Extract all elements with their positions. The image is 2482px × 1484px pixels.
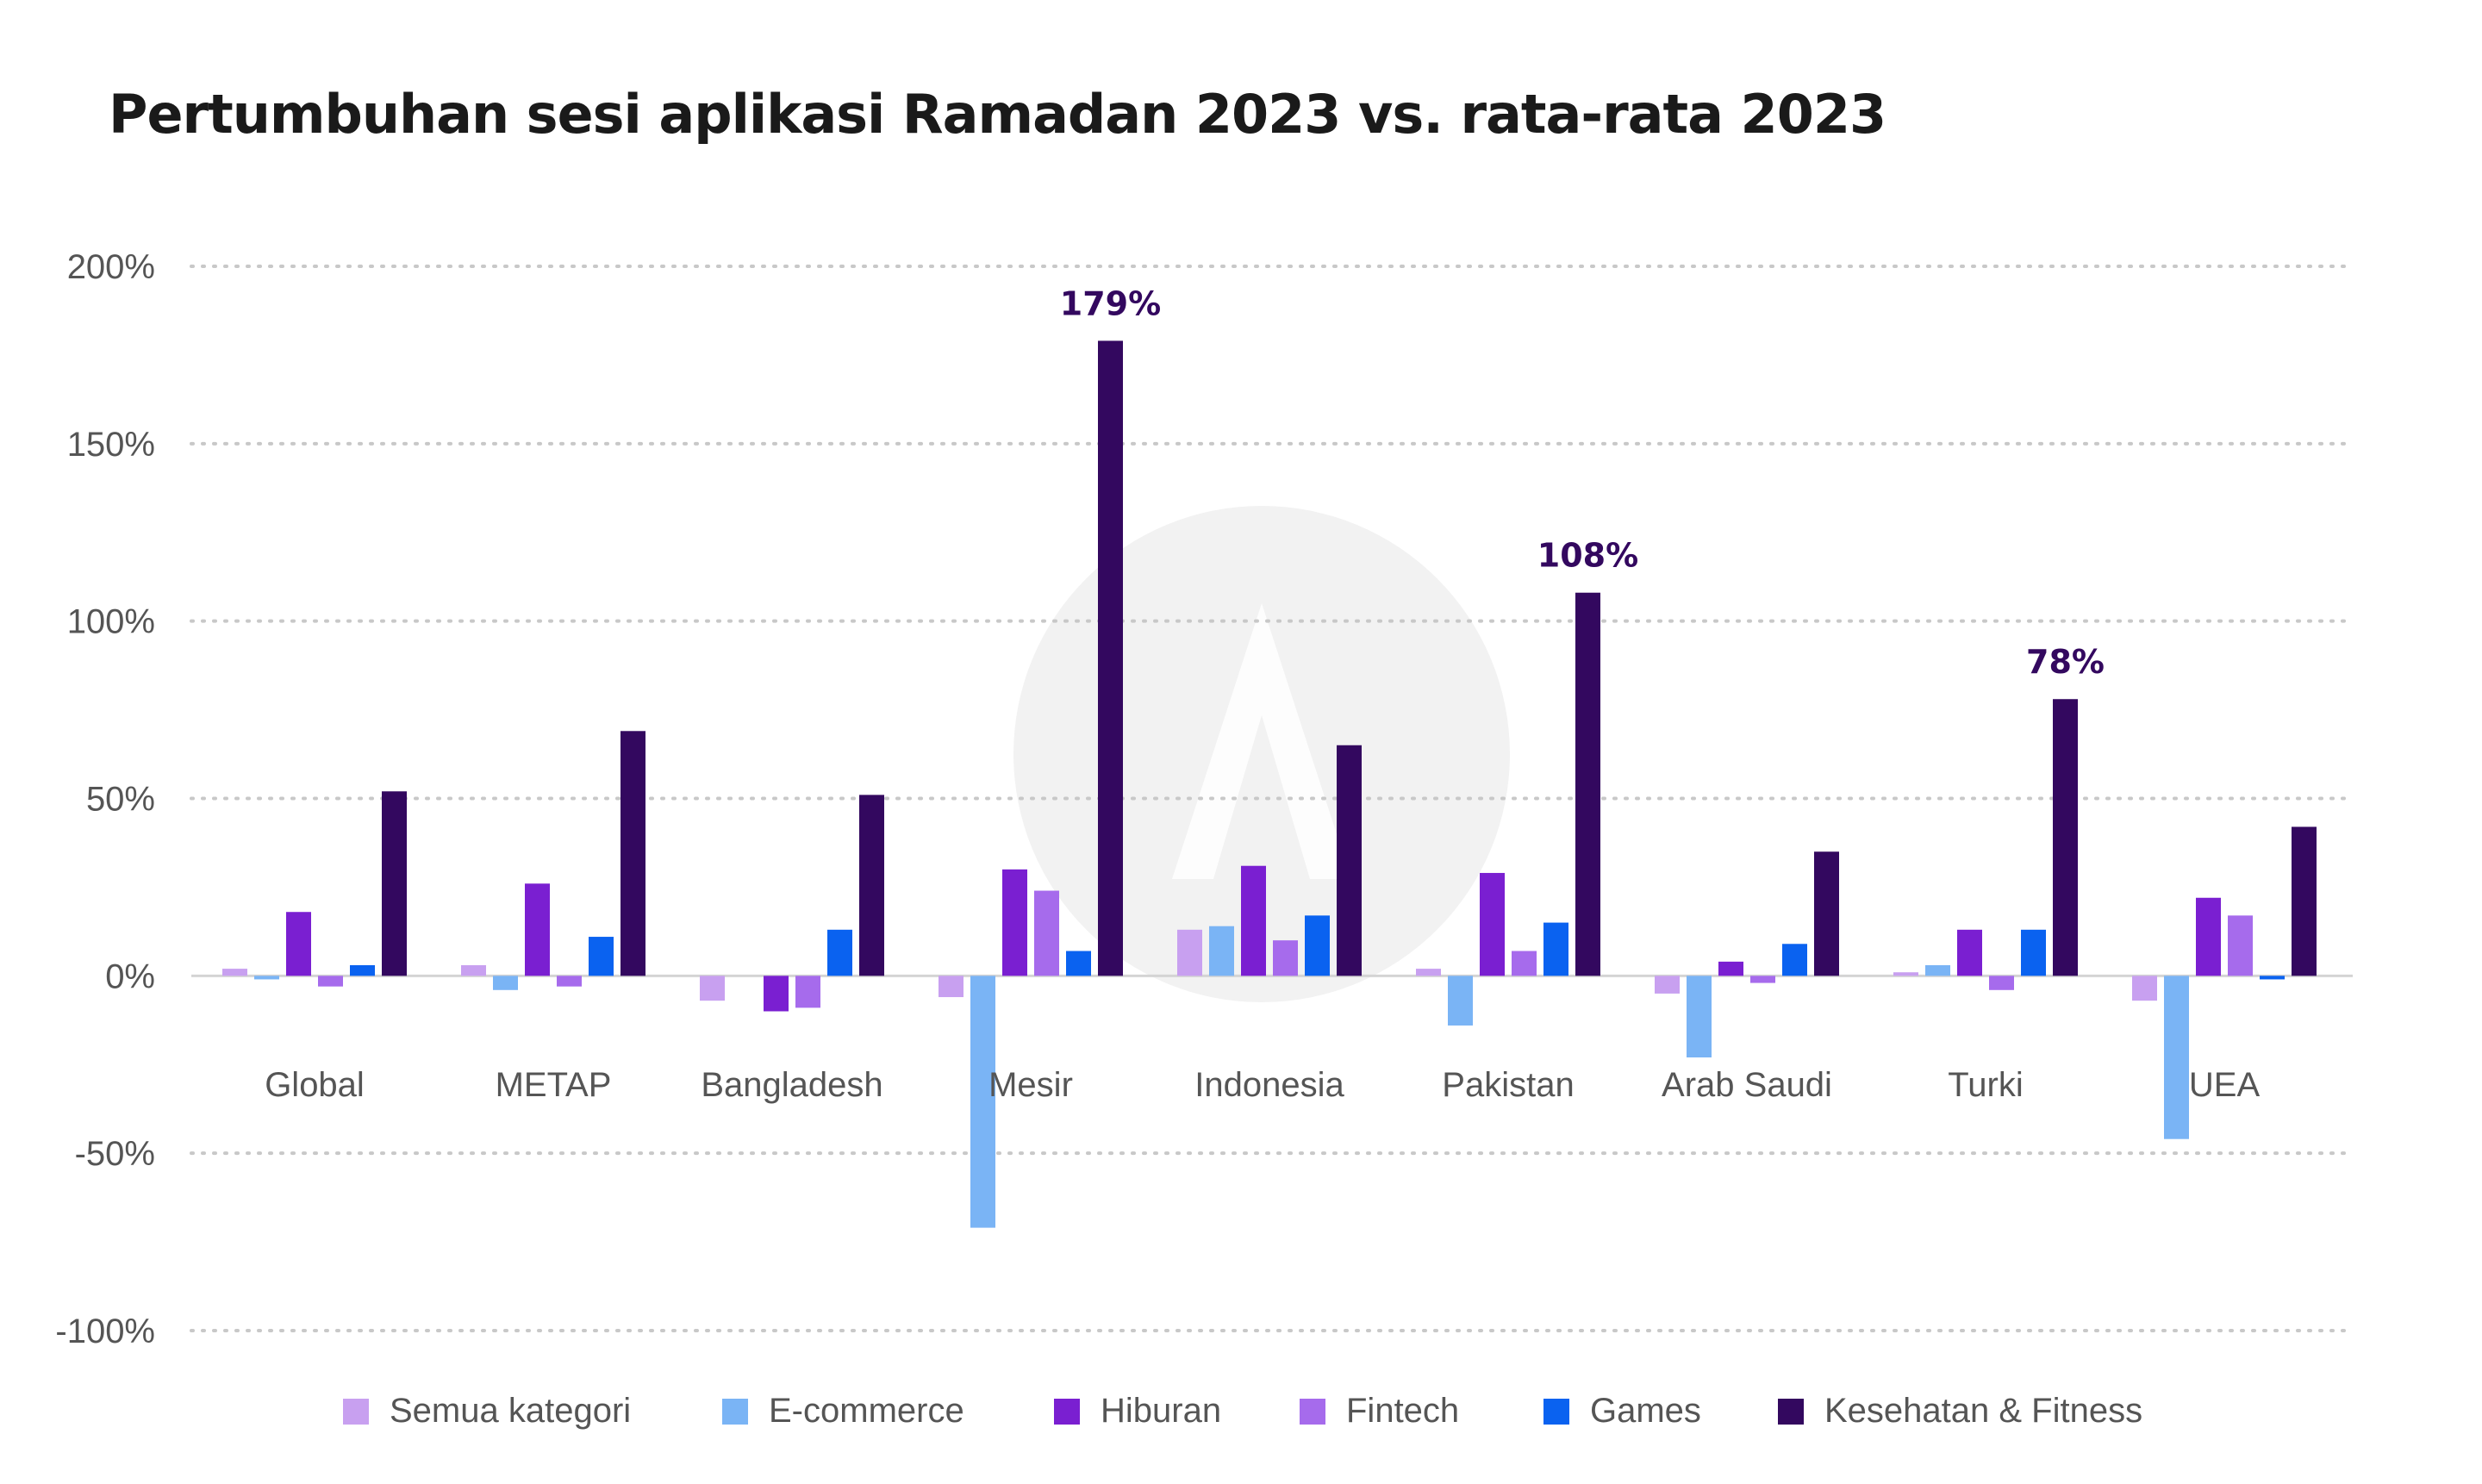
- bar: [1750, 976, 1775, 983]
- bar: [795, 976, 820, 1008]
- bar: [2196, 897, 2221, 976]
- watermark-logo: [1013, 506, 1510, 1002]
- bar: [1448, 976, 1473, 1026]
- bar: [1925, 964, 1950, 976]
- bar: [1480, 872, 1505, 976]
- legend-label: Hiburan: [1101, 1392, 1222, 1430]
- bar: [493, 976, 518, 990]
- x-tick-label: Mesir: [988, 1066, 1073, 1104]
- legend-label: Fintech: [1346, 1392, 1460, 1430]
- legend-item: Hiburan: [1054, 1392, 1221, 1431]
- bar: [2132, 976, 2157, 1001]
- data-label: 179%: [1060, 284, 1161, 322]
- x-tick-label: Pakistan: [1442, 1066, 1574, 1104]
- bar: [254, 976, 279, 980]
- bar: [1814, 851, 1839, 976]
- legend-item: E-commerce: [722, 1392, 964, 1431]
- bar: [1687, 976, 1712, 1058]
- bar: [2228, 915, 2253, 976]
- bar: [939, 976, 963, 998]
- bar: [1718, 961, 1743, 976]
- legend-swatch: [1778, 1398, 1804, 1425]
- bar: [1305, 915, 1330, 976]
- bar: [557, 976, 582, 987]
- chart-title: Pertumbuhan sesi aplikasi Ramadan 2023 v…: [109, 83, 1886, 146]
- bar: [1575, 592, 1600, 976]
- bar: [1893, 972, 1918, 976]
- y-tick-label: -100%: [55, 1313, 155, 1350]
- y-tick-label: 200%: [67, 248, 155, 286]
- legend-swatch: [1054, 1398, 1080, 1425]
- bar: [1512, 951, 1537, 976]
- bar: [1177, 929, 1202, 976]
- bar: [1782, 944, 1807, 976]
- legend-item: Fintech: [1300, 1392, 1459, 1431]
- legend-swatch: [1300, 1398, 1325, 1425]
- bar: [2164, 976, 2189, 1139]
- y-tick-label: 0%: [105, 957, 155, 995]
- bar: [764, 976, 789, 1012]
- bar: [589, 937, 614, 976]
- bar: [1241, 865, 1266, 976]
- bar: [461, 964, 486, 976]
- legend-item: Games: [1543, 1392, 1701, 1431]
- bar: [620, 731, 645, 976]
- bar: [286, 912, 311, 976]
- bar: [1543, 922, 1568, 976]
- data-label: 108%: [1537, 537, 1638, 575]
- bar: [1989, 976, 2014, 990]
- watermark-glyph: [1172, 603, 1351, 879]
- y-tick-label: -50%: [75, 1135, 155, 1173]
- x-tick-label: Arab Saudi: [1662, 1066, 1832, 1104]
- bar: [1957, 929, 1982, 976]
- bar: [1416, 969, 1441, 976]
- legend-label: Kesehatan & Fitness: [1824, 1392, 2143, 1430]
- bar: [2053, 699, 2078, 976]
- bar: [2260, 976, 2285, 980]
- y-tick-label: 100%: [67, 603, 155, 641]
- y-tick-label: 50%: [86, 781, 155, 819]
- legend-label: Games: [1590, 1392, 1701, 1430]
- annotations: 179% 108% 78%: [1060, 284, 2105, 681]
- bar: [1337, 745, 1362, 976]
- bars: [222, 340, 2317, 1228]
- legend-item: Kesehatan & Fitness: [1778, 1392, 2142, 1431]
- bar: [2292, 826, 2317, 976]
- x-tick-label: Indonesia: [1194, 1066, 1344, 1104]
- x-tick-label: Turki: [1948, 1066, 2023, 1104]
- x-tick-label: Bangladesh: [701, 1066, 882, 1104]
- legend-label: Semua kategori: [390, 1392, 632, 1430]
- bar: [827, 929, 852, 976]
- legend-swatch: [1543, 1398, 1569, 1425]
- bar: [318, 976, 343, 987]
- legend-item: Semua kategori: [343, 1392, 631, 1431]
- legend-label: E-commerce: [769, 1392, 964, 1430]
- bar: [1273, 940, 1298, 976]
- bar: [382, 791, 407, 976]
- bar: [525, 883, 550, 976]
- bar: [1034, 890, 1059, 976]
- x-tick-label: Global: [265, 1066, 365, 1104]
- x-axis-ticks: Global METAP Bangladesh Mesir Indonesia Pakis…: [265, 1066, 2260, 1104]
- bar: [970, 976, 995, 1228]
- bar: [222, 969, 247, 976]
- bar: [350, 964, 375, 976]
- legend-swatch: [722, 1398, 748, 1425]
- data-label: 78%: [2026, 643, 2105, 681]
- y-tick-label: 150%: [67, 426, 155, 464]
- legend: Semua kategori E-commerce Hiburan Fintech Ga…: [0, 1392, 2482, 1443]
- bar: [859, 795, 884, 976]
- bar: [1209, 926, 1234, 976]
- legend-swatch: [343, 1398, 369, 1425]
- bar: [1002, 869, 1027, 976]
- bar: [700, 976, 725, 1001]
- bar: [2021, 929, 2046, 976]
- y-axis-ticks: 200% 150% 100% 50% 0% -50% -100%: [55, 248, 155, 1350]
- x-tick-label: UEA: [2189, 1066, 2261, 1104]
- x-tick-label: METAP: [496, 1066, 612, 1104]
- bar: [1098, 340, 1123, 976]
- bar: [1655, 976, 1680, 994]
- bar: [1066, 951, 1091, 976]
